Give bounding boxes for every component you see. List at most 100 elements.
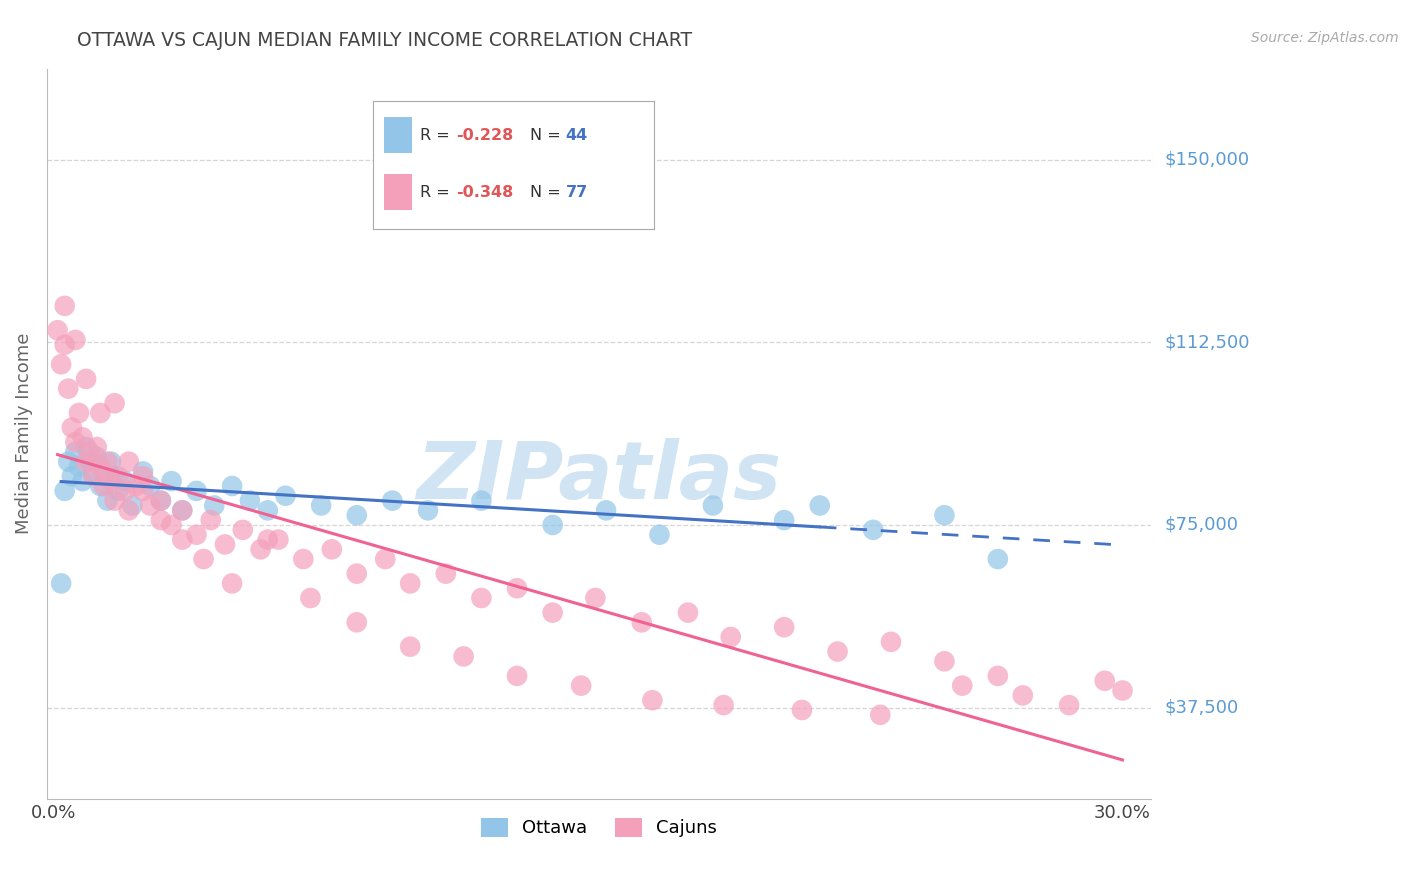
Point	[214, 537, 236, 551]
Point	[1057, 698, 1080, 712]
Point	[702, 499, 724, 513]
Point	[67, 459, 90, 474]
Point	[869, 707, 891, 722]
Point	[200, 513, 222, 527]
Point	[648, 527, 671, 541]
Point	[160, 518, 183, 533]
Point	[292, 552, 315, 566]
Point	[676, 606, 699, 620]
Point	[346, 615, 368, 630]
Point	[256, 533, 278, 547]
Point	[773, 513, 796, 527]
Point	[149, 493, 172, 508]
Point	[107, 469, 129, 483]
Point	[453, 649, 475, 664]
Point	[58, 382, 80, 396]
Point	[256, 503, 278, 517]
Point	[103, 469, 125, 483]
Text: Source: ZipAtlas.com: Source: ZipAtlas.com	[1251, 31, 1399, 45]
Point	[987, 552, 1010, 566]
Point	[630, 615, 652, 630]
Legend: Ottawa, Cajuns: Ottawa, Cajuns	[474, 811, 724, 845]
Point	[89, 459, 111, 474]
Point	[399, 576, 422, 591]
Point	[299, 591, 322, 605]
Point	[82, 464, 104, 478]
Point	[1094, 673, 1116, 688]
Point	[399, 640, 422, 654]
Point	[541, 518, 564, 533]
Point	[67, 406, 90, 420]
Point	[93, 469, 115, 483]
Point	[186, 483, 208, 498]
Point	[96, 455, 118, 469]
Point	[595, 503, 617, 517]
Point	[249, 542, 271, 557]
Point	[75, 372, 97, 386]
Point	[827, 644, 849, 658]
Point	[89, 479, 111, 493]
Point	[374, 552, 396, 566]
Point	[125, 479, 148, 493]
Point	[193, 552, 215, 566]
Point	[934, 654, 956, 668]
Point	[103, 396, 125, 410]
Point	[583, 591, 606, 605]
Point	[65, 333, 87, 347]
Point	[93, 479, 115, 493]
Point	[114, 474, 136, 488]
Point	[60, 469, 83, 483]
Point	[713, 698, 735, 712]
Point	[149, 513, 172, 527]
Point	[49, 357, 72, 371]
Point	[934, 508, 956, 523]
Point	[65, 435, 87, 450]
Point	[862, 523, 884, 537]
Point	[880, 635, 903, 649]
Point	[950, 679, 973, 693]
Point	[75, 455, 97, 469]
Point	[107, 483, 129, 498]
Point	[309, 499, 332, 513]
Point	[1011, 689, 1033, 703]
Point	[121, 499, 143, 513]
Point	[274, 489, 297, 503]
Text: $112,500: $112,500	[1166, 334, 1250, 351]
Point	[381, 493, 404, 508]
Point	[321, 542, 343, 557]
Point	[72, 474, 94, 488]
Point	[139, 499, 162, 513]
Point	[65, 445, 87, 459]
Point	[267, 533, 290, 547]
Point	[118, 455, 141, 469]
Text: $75,000: $75,000	[1166, 516, 1239, 534]
Point	[82, 469, 104, 483]
Point	[89, 406, 111, 420]
Point	[172, 503, 194, 517]
Point	[506, 581, 529, 595]
Point	[186, 527, 208, 541]
Point	[96, 493, 118, 508]
Point	[434, 566, 457, 581]
Point	[346, 566, 368, 581]
Point	[139, 479, 162, 493]
Point	[100, 455, 122, 469]
Point	[86, 440, 108, 454]
Y-axis label: Median Family Income: Median Family Income	[15, 333, 32, 534]
Point	[100, 474, 122, 488]
Point	[149, 493, 172, 508]
Point	[470, 591, 492, 605]
Point	[114, 483, 136, 498]
Text: ZIPatlas: ZIPatlas	[416, 439, 782, 516]
Point	[79, 445, 101, 459]
Point	[75, 440, 97, 454]
Point	[103, 493, 125, 508]
Text: OTTAWA VS CAJUN MEDIAN FAMILY INCOME CORRELATION CHART: OTTAWA VS CAJUN MEDIAN FAMILY INCOME COR…	[77, 31, 693, 50]
Point	[416, 503, 439, 517]
Point	[132, 469, 155, 483]
Point	[86, 450, 108, 464]
Point	[53, 299, 76, 313]
Point	[172, 533, 194, 547]
Point	[58, 455, 80, 469]
Point	[470, 493, 492, 508]
